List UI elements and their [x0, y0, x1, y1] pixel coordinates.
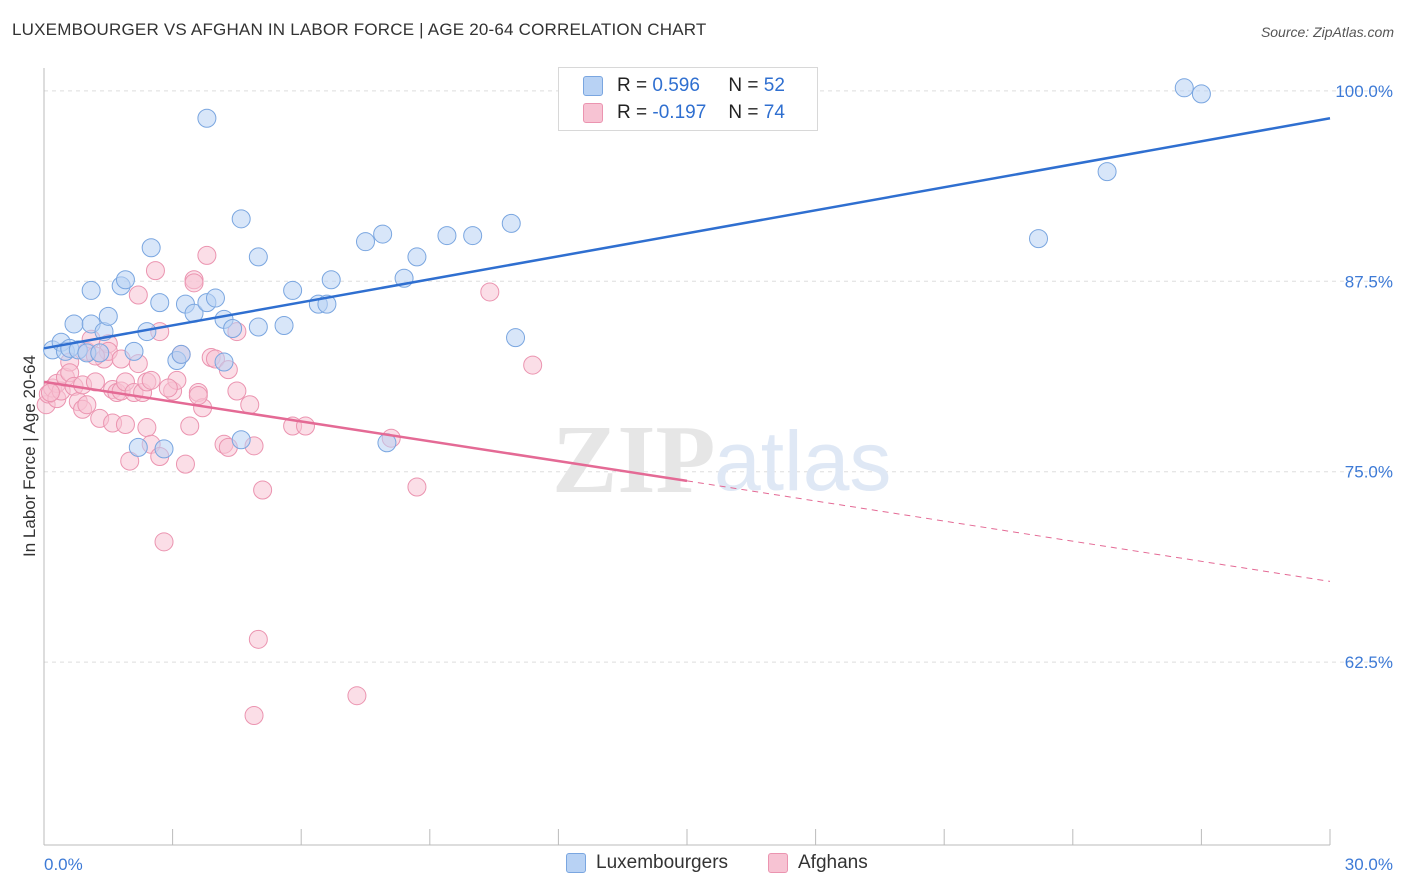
- luxembourger-point: [1097, 162, 1117, 182]
- x-tick-label-max: 30.0%: [1345, 855, 1393, 874]
- luxembourger-point: [463, 226, 483, 246]
- afghan-point: [244, 706, 264, 725]
- legend-row-luxembourgers: R = 0.596 N = 52: [583, 74, 785, 98]
- gridlines: [44, 90, 1394, 663]
- legend-row-afghans: R = -0.197 N = 74: [583, 101, 785, 125]
- series-swatch-pink: [768, 853, 788, 873]
- luxembourger-point: [373, 224, 393, 244]
- afghan-point: [154, 532, 174, 552]
- legend-r-label: R =: [617, 75, 648, 96]
- y-tick-label: 75.0%: [1345, 463, 1393, 482]
- luxembourger-point: [407, 247, 427, 267]
- y-tick-labels: 62.5% 75.0% 87.5% 100.0%: [1335, 82, 1393, 672]
- chart-title: LUXEMBOURGER VS AFGHAN IN LABOR FORCE | …: [12, 20, 707, 39]
- luxembourger-point: [1174, 78, 1194, 98]
- afghan-point: [248, 629, 268, 649]
- afghan-point: [145, 261, 165, 281]
- afghan-point: [240, 395, 260, 415]
- x-tick-labels: 0.0% 30.0%: [44, 855, 1393, 874]
- legend-n-value: 52: [763, 75, 785, 96]
- afghan-point: [175, 454, 195, 474]
- afghan-point: [407, 477, 427, 497]
- legend-r-label: R =: [617, 102, 648, 123]
- y-tick-label: 62.5%: [1345, 653, 1393, 672]
- afghan-trendline-extension: [686, 480, 1331, 582]
- luxembourger-point: [231, 209, 251, 229]
- luxembourger-point: [128, 437, 148, 457]
- luxembourger-point: [248, 317, 268, 337]
- legend-n-label: N =: [728, 75, 759, 96]
- luxembourger-point: [64, 314, 84, 334]
- series-legend-luxembourgers: Luxembourgers: [566, 852, 728, 874]
- series-swatch-blue: [566, 853, 586, 873]
- luxembourger-point: [214, 352, 234, 372]
- afghan-point: [295, 416, 315, 436]
- luxembourger-point: [197, 108, 217, 128]
- afghan-point: [184, 273, 204, 293]
- correlation-legend: R = 0.596 N = 52 R = -0.197 N = 74: [558, 67, 818, 131]
- afghan-point: [128, 285, 148, 305]
- luxembourger-point: [437, 226, 457, 246]
- luxembourger-point: [150, 293, 170, 313]
- afghan-point: [77, 395, 97, 415]
- afghan-point: [253, 480, 273, 500]
- series-legend-afghans: Afghans: [768, 852, 868, 874]
- luxembourger-point: [154, 439, 174, 459]
- luxembourger-point: [356, 232, 375, 252]
- afghan-point: [120, 451, 140, 471]
- luxembourger-point: [283, 280, 303, 300]
- luxembourger-point: [321, 270, 341, 290]
- afghan-point: [523, 355, 543, 375]
- luxembourger-point: [248, 247, 268, 267]
- luxembourger-point: [231, 430, 251, 450]
- luxembourger-point: [1029, 229, 1049, 249]
- x-tick-label-min: 0.0%: [44, 855, 83, 874]
- legend-swatch-pink: [583, 103, 603, 123]
- luxembourger-point: [171, 344, 191, 364]
- luxembourger-point: [98, 306, 118, 326]
- trendlines: [43, 117, 1331, 582]
- afghan-point: [137, 418, 157, 438]
- y-tick-label: 87.5%: [1345, 272, 1393, 291]
- x-ticks: [43, 829, 1331, 845]
- luxembourger-point: [81, 280, 101, 300]
- series-label-afghans: Afghans: [798, 852, 868, 873]
- luxembourger-trendline: [43, 117, 1331, 350]
- luxembourger-point: [1191, 84, 1211, 104]
- watermark-zip: ZIP: [552, 406, 715, 514]
- afghan-point: [197, 245, 217, 265]
- luxembourger-point: [501, 213, 521, 233]
- legend-n-label: N =: [728, 102, 759, 123]
- afghan-point: [40, 383, 60, 403]
- luxembourger-point: [506, 328, 526, 348]
- afghan-point: [158, 378, 178, 398]
- afghan-point: [188, 386, 208, 406]
- luxembourger-point: [223, 319, 243, 339]
- luxembourger-point: [141, 238, 161, 258]
- afghan-point: [141, 370, 161, 390]
- afghan-point: [227, 381, 247, 401]
- legend-n-value: 74: [763, 102, 785, 123]
- legend-r-value: -0.197: [652, 102, 707, 123]
- afghan-trendline: [43, 380, 688, 483]
- luxembourger-point: [274, 315, 294, 335]
- watermark: ZIP atlas: [552, 406, 891, 514]
- source-credit: Source: ZipAtlas.com: [1260, 24, 1394, 40]
- series-label-luxembourgers: Luxembourgers: [596, 852, 729, 873]
- watermark-atlas: atlas: [714, 414, 891, 508]
- afghan-point: [115, 415, 135, 435]
- afghan-point: [347, 686, 367, 706]
- luxembourger-point: [90, 343, 110, 363]
- afghan-point: [480, 282, 500, 302]
- y-axis-title: In Labor Force | Age 20-64: [20, 355, 39, 557]
- legend-r-value: 0.596: [652, 75, 700, 96]
- afghan-point: [180, 416, 200, 436]
- luxembourger-point: [205, 288, 225, 308]
- legend-swatch-blue: [583, 76, 603, 96]
- y-tick-label: 100.0%: [1335, 82, 1393, 101]
- luxembourger-point: [124, 341, 144, 361]
- luxembourger-point: [115, 270, 135, 290]
- luxembourgers-points: [43, 78, 1211, 459]
